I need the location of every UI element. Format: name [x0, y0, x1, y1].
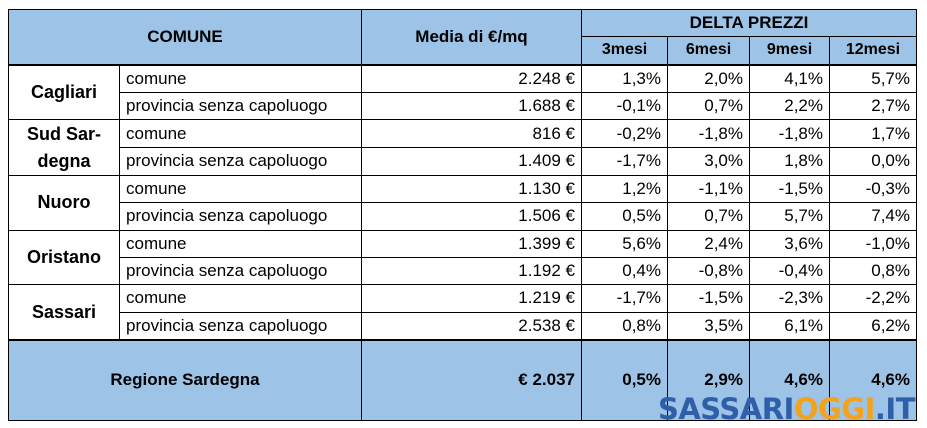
footer-row: Regione Sardegna € 2.037 0,5% 2,9% 4,6% … [8, 338, 917, 421]
footer-delta-9: 4,6% [749, 338, 830, 421]
watermark-part-oggi: OGGI [793, 392, 876, 426]
footer-label: Regione Sardegna [8, 338, 362, 421]
row-delta-12: -0,3% [829, 174, 917, 204]
table-row: provincia senza capoluogo 2.538 € 0,8% 3… [9, 311, 917, 341]
row-media: 816 € [361, 119, 582, 149]
row-delta-6: 0,7% [667, 202, 750, 231]
row-type: comune [119, 174, 362, 204]
row-delta-3: -0,1% [581, 91, 668, 121]
row-delta-12: 5,7% [829, 64, 917, 93]
row-type: provincia senza capoluogo [119, 91, 362, 121]
row-delta-9: -0,4% [749, 256, 830, 286]
header-period-6: 6mesi [667, 36, 750, 66]
table-row: Sud Sar-degna comune 816 € -0,2% -1,8% -… [8, 119, 917, 176]
row-delta-6: -1,5% [667, 284, 750, 313]
row-delta-6: -1,8% [667, 119, 750, 149]
row-type: comune [119, 64, 362, 93]
row-delta-12: -2,2% [829, 284, 917, 313]
row-media: 2.538 € [361, 311, 582, 341]
row-type: provincia senza capoluogo [119, 147, 362, 176]
row-delta-9: 5,7% [749, 202, 830, 231]
row-delta-3: 0,8% [581, 311, 668, 341]
row-delta-12: 0,8% [829, 256, 917, 286]
table-row: Cagliari comune 2.248 € 1,3% 2,0% 4,1% 5… [8, 63, 917, 121]
table-row: Nuoro comune 1.130 € 1,2% -1,1% -1,5% -0… [8, 174, 917, 231]
sassarioggi-watermark: SASSARIOGGI.IT [657, 392, 916, 426]
watermark-part-it: .IT [874, 392, 916, 426]
row-type: comune [119, 284, 362, 313]
row-delta-12: 1,7% [829, 119, 917, 149]
row-delta-3: 0,5% [581, 202, 668, 231]
row-delta-3: -1,7% [581, 147, 668, 176]
row-delta-9: -1,5% [749, 174, 830, 204]
city-name: Nuoro [8, 174, 120, 231]
row-delta-9: 2,2% [749, 91, 830, 121]
row-media: 1.688 € [361, 91, 582, 121]
city-name: Sud Sar-degna [8, 119, 120, 176]
table-row: provincia senza capoluogo 1.409 € -1,7% … [9, 147, 917, 176]
footer-media: € 2.037 [361, 338, 582, 421]
row-delta-12: 0,0% [829, 147, 917, 176]
row-delta-12: 2,7% [829, 91, 917, 121]
row-delta-3: 1,2% [581, 174, 668, 204]
row-type: provincia senza capoluogo [119, 256, 362, 286]
row-delta-9: -1,8% [749, 119, 830, 149]
table-row: Oristano comune 1.399 € 5,6% 2,4% 3,6% -… [8, 229, 917, 286]
row-media: 1.130 € [361, 174, 582, 204]
table-row: provincia senza capoluogo 1.688 € -0,1% … [9, 91, 917, 121]
footer-delta-3: 0,5% [581, 338, 668, 421]
row-delta-3: -1,7% [581, 284, 668, 313]
city-name: Sassari [8, 284, 120, 341]
row-type: provincia senza capoluogo [119, 202, 362, 231]
row-delta-6: -1,1% [667, 174, 750, 204]
row-media: 1.506 € [361, 202, 582, 231]
row-media: 2.248 € [361, 64, 582, 93]
row-delta-9: 6,1% [749, 311, 830, 341]
row-delta-3: -0,2% [581, 119, 668, 149]
row-delta-6: 3,5% [667, 311, 750, 341]
row-media: 1.219 € [361, 284, 582, 313]
row-delta-9: 1,8% [749, 147, 830, 176]
row-media: 1.192 € [361, 256, 582, 286]
header-comune: COMUNE [8, 9, 362, 66]
row-delta-12: -1,0% [829, 229, 917, 258]
table-row: Sassari comune 1.219 € -1,7% -1,5% -2,3%… [8, 284, 917, 341]
row-delta-12: 6,2% [829, 311, 917, 341]
header-period-9: 9mesi [749, 36, 830, 66]
header-period-12: 12mesi [829, 36, 917, 66]
row-delta-12: 7,4% [829, 202, 917, 231]
row-delta-9: -2,3% [749, 284, 830, 313]
row-delta-9: 3,6% [749, 229, 830, 258]
row-delta-9: 4,1% [749, 64, 830, 93]
table-row: provincia senza capoluogo 1.192 € 0,4% -… [9, 256, 917, 286]
row-type: comune [119, 119, 362, 149]
row-media: 1.409 € [361, 147, 582, 176]
watermark-part-sassari: SASSARI [657, 392, 794, 426]
header-media: Media di €/mq [361, 9, 582, 66]
row-delta-6: 0,7% [667, 91, 750, 121]
row-delta-3: 5,6% [581, 229, 668, 258]
footer-delta-12: 4,6% [829, 338, 917, 421]
row-delta-6: 3,0% [667, 147, 750, 176]
city-name: Cagliari [8, 63, 120, 121]
row-delta-3: 1,3% [581, 64, 668, 93]
row-type: comune [119, 229, 362, 258]
table-row: provincia senza capoluogo 1.506 € 0,5% 0… [9, 202, 917, 231]
city-name: Oristano [8, 229, 120, 286]
row-type: provincia senza capoluogo [119, 311, 362, 341]
header-period-3: 3mesi [581, 36, 668, 66]
row-media: 1.399 € [361, 229, 582, 258]
price-table: COMUNE Media di €/mq DELTA PREZZI 3mesi … [8, 9, 917, 421]
header-delta-prezzi: DELTA PREZZI [581, 9, 917, 37]
row-delta-6: 2,0% [667, 64, 750, 93]
row-delta-3: 0,4% [581, 256, 668, 286]
row-delta-6: -0,8% [667, 256, 750, 286]
row-delta-6: 2,4% [667, 229, 750, 258]
